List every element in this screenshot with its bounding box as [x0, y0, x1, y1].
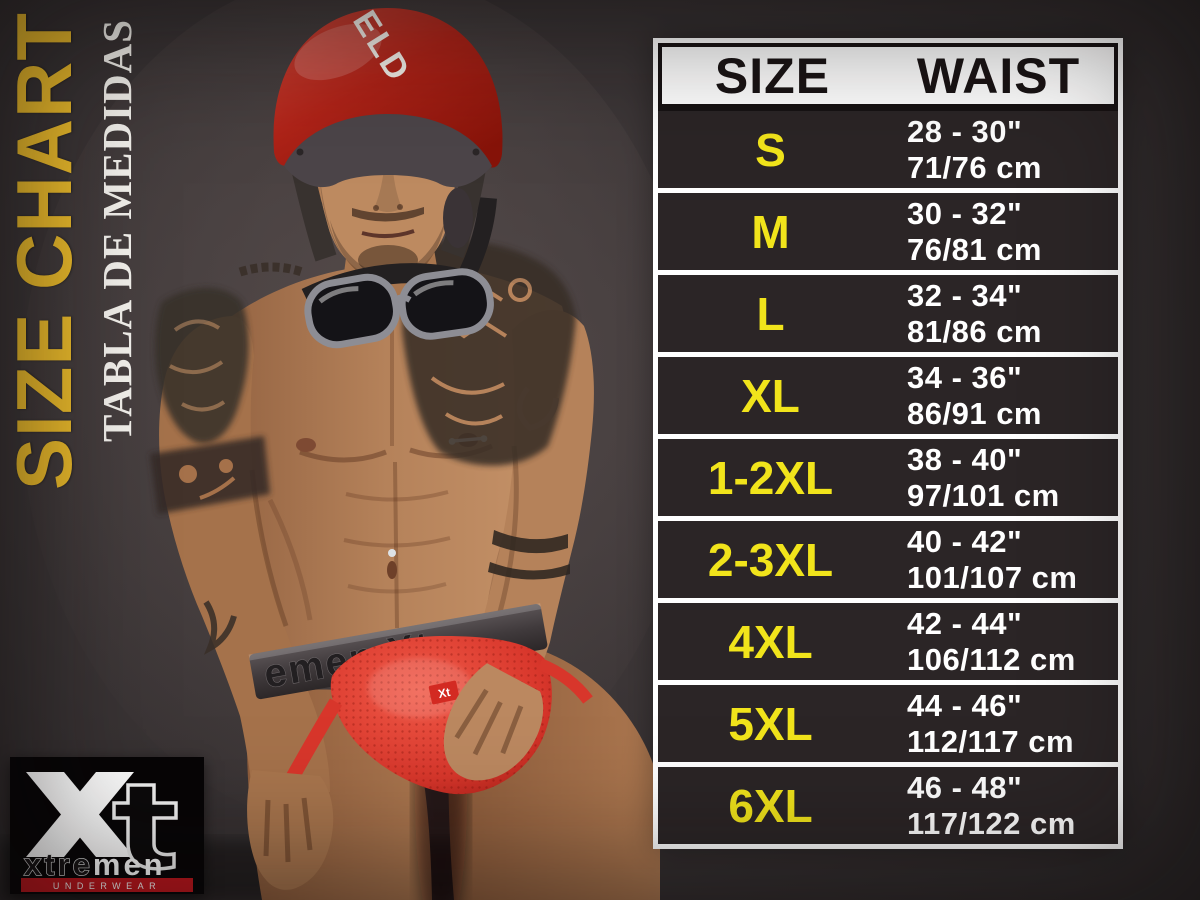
size-table-header: SIZE WAIST: [658, 43, 1118, 111]
right-hand: [443, 663, 544, 781]
strap-tag: Xt: [428, 680, 460, 705]
waist-inches: 28 - 30": [907, 113, 1023, 149]
waist-cell: 34 - 36" 86/91 cm: [883, 357, 1118, 434]
svg-text:Xt: Xt: [437, 685, 452, 701]
table-row: L 32 - 34" 81/86 cm: [658, 275, 1118, 352]
jock-strap: [537, 658, 593, 704]
waist-cell: 30 - 32" 76/81 cm: [883, 193, 1118, 270]
size-cell: XL: [741, 369, 800, 422]
size-cell: L: [756, 287, 785, 340]
waist-cm: 106/112 cm: [907, 641, 1076, 677]
waist-cm: 117/122 cm: [907, 805, 1076, 841]
waist-cm: 86/91 cm: [907, 395, 1042, 431]
waist-cell: 42 - 44" 106/112 cm: [883, 603, 1118, 680]
size-cell: 1-2XL: [707, 451, 834, 504]
brand-logo: xtremen UNDERWEAR: [10, 757, 204, 894]
size-table: SIZE WAIST S 28 - 30" 71/76 cm M 30 - 32…: [653, 38, 1123, 849]
table-row: 4XL 42 - 44" 106/112 cm: [658, 603, 1118, 680]
waist-cm: 112/117 cm: [907, 723, 1075, 759]
size-cell: S: [755, 123, 786, 176]
waist-cell: 44 - 46" 112/117 cm: [883, 685, 1118, 762]
waist-inches: 46 - 48": [907, 769, 1023, 805]
table-row: M 30 - 32" 76/81 cm: [658, 193, 1118, 270]
logo-red-bar: [21, 878, 193, 892]
model-figure: emen Xt Xt: [150, 4, 660, 900]
helmet: ELD: [273, 4, 503, 262]
waist-inches: 38 - 40": [907, 441, 1023, 477]
logo-x-bar: [26, 772, 134, 857]
model-photo: emen Xt Xt: [0, 0, 660, 900]
table-row: 6XL 46 - 48" 117/122 cm: [658, 767, 1118, 844]
table-row: S 28 - 30" 71/76 cm: [658, 111, 1118, 188]
waist-inches: 34 - 36": [907, 359, 1023, 395]
goggles: [301, 197, 497, 349]
waist-cm: 101/107 cm: [907, 559, 1078, 595]
navel: [387, 561, 397, 579]
waist-cm: 97/101 cm: [907, 477, 1060, 513]
waist-inches: 42 - 44": [907, 605, 1023, 641]
waist-cell: 28 - 30" 71/76 cm: [883, 111, 1118, 188]
size-cell: 5XL: [728, 697, 813, 750]
logo-wordmark: xtremen: [24, 847, 166, 882]
waist-cell: 46 - 48" 117/122 cm: [883, 767, 1118, 844]
logo-underwear-text: UNDERWEAR: [53, 881, 161, 891]
waist-cell: 32 - 34" 81/86 cm: [883, 275, 1118, 352]
waist-inches: 40 - 42": [907, 523, 1023, 559]
page-title: SIZE CHART: [0, 12, 88, 490]
table-row: 2-3XL 40 - 42" 101/107 cm: [658, 521, 1118, 598]
waist-cell: 40 - 42" 101/107 cm: [883, 521, 1118, 598]
navel-piercing: [388, 549, 396, 557]
waist-cm: 81/86 cm: [907, 313, 1042, 349]
xtremen-logo-icon: xtremen UNDERWEAR: [21, 772, 193, 892]
size-cell: 4XL: [728, 615, 813, 668]
header-size: SIZE: [714, 47, 831, 104]
waist-cm: 71/76 cm: [907, 149, 1042, 185]
waist-inches: 30 - 32": [907, 195, 1023, 231]
left-hand: [247, 770, 334, 890]
table-row: 1-2XL 38 - 40" 97/101 cm: [658, 439, 1118, 516]
size-cell: M: [751, 205, 790, 258]
size-cell: 2-3XL: [707, 533, 834, 586]
table-row: 5XL 44 - 46" 112/117 cm: [658, 685, 1118, 762]
mouth: [361, 229, 415, 238]
table-row: XL 34 - 36" 86/91 cm: [658, 357, 1118, 434]
waist-inches: 32 - 34": [907, 277, 1023, 313]
nose: [374, 150, 402, 212]
page-subtitle: TABLA DE MEDIDAS: [94, 18, 140, 442]
size-cell: 6XL: [728, 779, 813, 832]
mustache: [352, 207, 424, 222]
waist-cell: 38 - 40" 97/101 cm: [883, 439, 1118, 516]
nipple: [296, 438, 316, 452]
header-waist: WAIST: [916, 47, 1081, 104]
waist-inches: 44 - 46": [907, 687, 1023, 723]
logo-t-glyph: [112, 783, 178, 871]
waist-cm: 76/81 cm: [907, 231, 1042, 267]
